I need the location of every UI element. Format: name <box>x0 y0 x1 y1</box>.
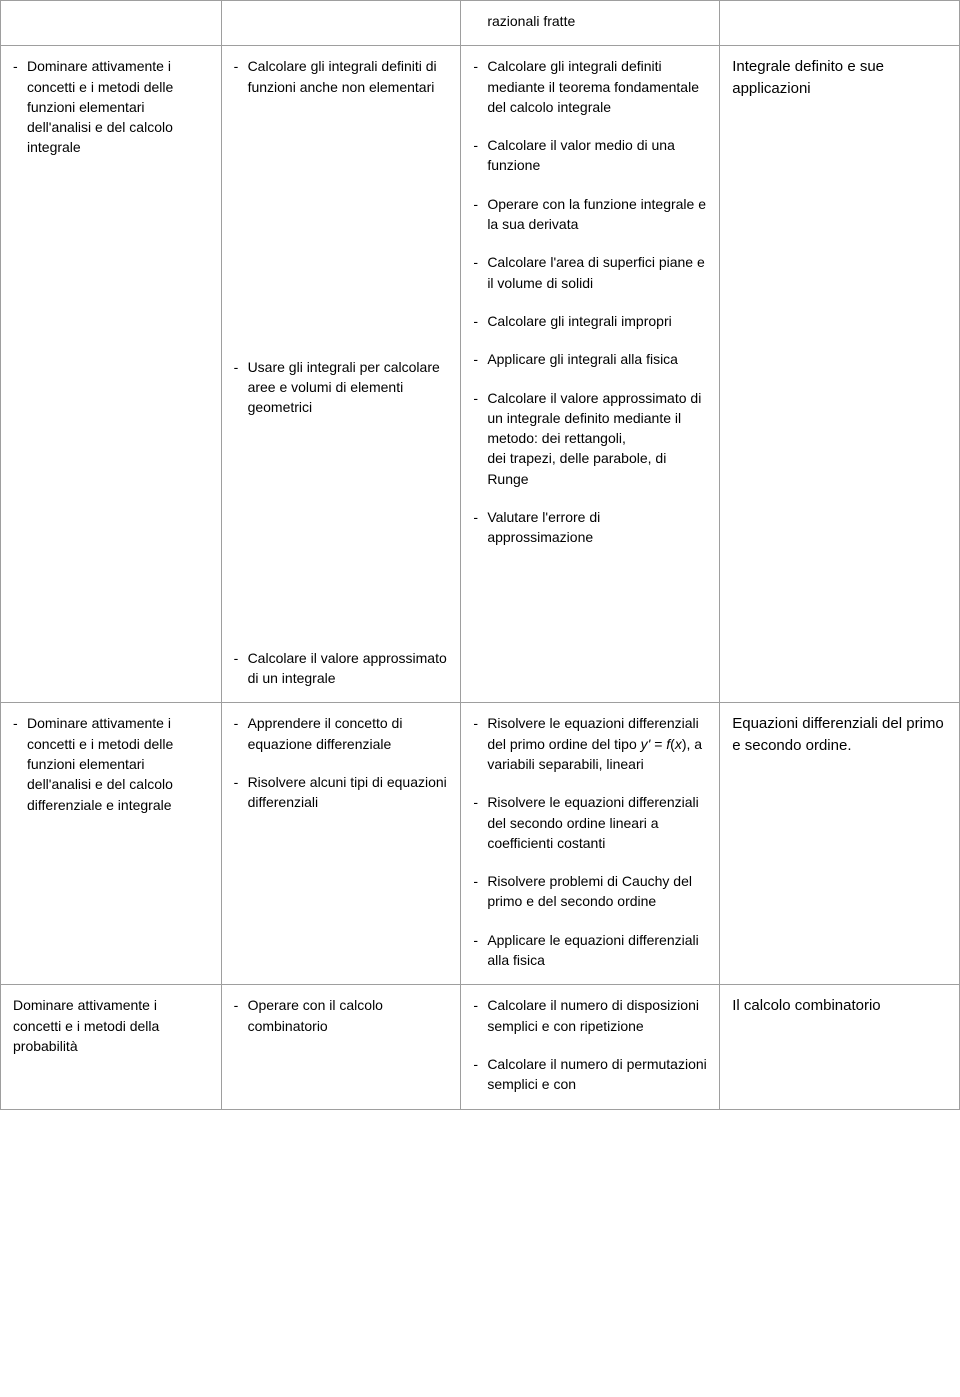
bullet-list: Apprendere il concetto di equazione diff… <box>234 713 449 812</box>
table-row: Dominare attivamente i concetti e i meto… <box>1 985 960 1109</box>
spacer <box>234 418 449 648</box>
cell-abilities: Operare con il calcolo combinatorio <box>221 985 461 1109</box>
cell-topic <box>720 1 960 46</box>
list-item: Applicare gli integrali alla fisica <box>473 349 707 369</box>
list-item: Calcolare gli integrali impropri <box>473 311 707 331</box>
bullet-list: Dominare attivamente i concetti e i meto… <box>13 56 209 157</box>
list-item: Risolvere problemi di Cauchy del primo e… <box>473 871 707 912</box>
list-item: Calcolare il valore approssimato di un i… <box>234 648 449 689</box>
cell-topic: Il calcolo combinatorio <box>720 985 960 1109</box>
list-item: Valutare l'errore di approssimazione <box>473 507 707 548</box>
bullet-list: Usare gli integrali per calcolare aree e… <box>234 357 449 418</box>
cell-topic: Integrale definito e sue applicazioni <box>720 46 960 703</box>
cell-knowledge: razionali fratte <box>461 1 720 46</box>
list-item: Calcolare il numero di disposizioni semp… <box>473 995 707 1036</box>
table-row: Dominare attivamente i concetti e i meto… <box>1 46 960 703</box>
list-item: Calcolare il valore approssimato di un i… <box>473 388 707 489</box>
list-item: Risolvere le equazioni differenziali del… <box>473 713 707 774</box>
list-item: razionali fratte <box>473 11 707 31</box>
list-item: Calcolare l'area di superfici piane e il… <box>473 252 707 293</box>
document-page: razionali fratte Dominare attivamente i … <box>0 0 960 1110</box>
cell-competencies <box>1 1 222 46</box>
list-item: Risolvere alcuni tipi di equazioni diffe… <box>234 772 449 813</box>
bullet-list: Operare con il calcolo combinatorio <box>234 995 449 1036</box>
list-item: Dominare attivamente i concetti e i meto… <box>13 56 209 157</box>
cell-competencies: Dominare attivamente i concetti e i meto… <box>1 46 222 703</box>
curriculum-table: razionali fratte Dominare attivamente i … <box>0 0 960 1110</box>
list-item: Operare con il calcolo combinatorio <box>234 995 449 1036</box>
list-item: Calcolare gli integrali definiti di funz… <box>234 56 449 97</box>
list-item: Operare con la funzione integrale e la s… <box>473 194 707 235</box>
bullet-list: Calcolare il numero di disposizioni semp… <box>473 995 707 1094</box>
list-item: Applicare le equazioni differenziali all… <box>473 930 707 971</box>
bullet-list: Calcolare gli integrali definiti di funz… <box>234 56 449 97</box>
table-row: Dominare attivamente i concetti e i meto… <box>1 703 960 985</box>
bullet-list: Dominare attivamente i concetti e i meto… <box>13 713 209 814</box>
list-item: Calcolare il valor medio di una funzione <box>473 135 707 176</box>
cell-knowledge: Calcolare il numero di disposizioni semp… <box>461 985 720 1109</box>
cell-abilities: Apprendere il concetto di equazione diff… <box>221 703 461 985</box>
cell-knowledge: Risolvere le equazioni differenziali del… <box>461 703 720 985</box>
spacer <box>234 97 449 357</box>
cell-knowledge: Calcolare gli integrali definiti mediant… <box>461 46 720 703</box>
cell-abilities: Calcolare gli integrali definiti di funz… <box>221 46 461 703</box>
table-row: razionali fratte <box>1 1 960 46</box>
list-item: Calcolare gli integrali definiti mediant… <box>473 56 707 117</box>
cell-topic: Equazioni differenziali del primo e seco… <box>720 703 960 985</box>
list-item: Apprendere il concetto di equazione diff… <box>234 713 449 754</box>
bullet-list: Calcolare gli integrali definiti mediant… <box>473 56 707 547</box>
bullet-list: Risolvere le equazioni differenziali del… <box>473 713 707 970</box>
bullet-list: Calcolare il valore approssimato di un i… <box>234 648 449 689</box>
cell-competencies: Dominare attivamente i concetti e i meto… <box>1 985 222 1109</box>
cell-abilities <box>221 1 461 46</box>
cell-competencies: Dominare attivamente i concetti e i meto… <box>1 703 222 985</box>
list-item: Dominare attivamente i concetti e i meto… <box>13 713 209 814</box>
list-item: Risolvere le equazioni differenziali del… <box>473 792 707 853</box>
list-item: Dominare attivamente i concetti e i meto… <box>13 995 209 1056</box>
list-item: Calcolare il numero di permutazioni semp… <box>473 1054 707 1095</box>
list-item: Usare gli integrali per calcolare aree e… <box>234 357 449 418</box>
